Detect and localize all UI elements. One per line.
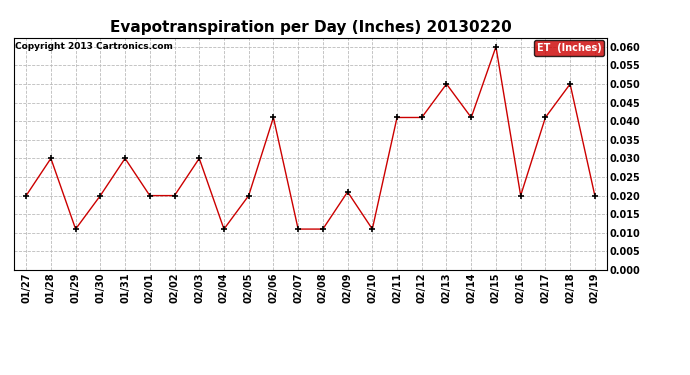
Title: Evapotranspiration per Day (Inches) 20130220: Evapotranspiration per Day (Inches) 2013… — [110, 20, 511, 35]
Text: Copyright 2013 Cartronics.com: Copyright 2013 Cartronics.com — [15, 42, 173, 51]
Legend: ET  (Inches): ET (Inches) — [533, 40, 604, 56]
